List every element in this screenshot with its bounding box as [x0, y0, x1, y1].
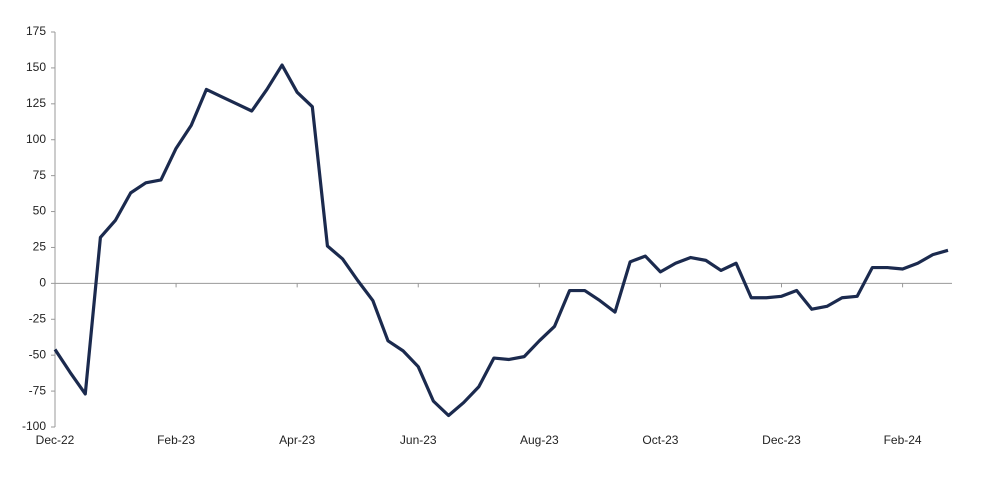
y-tick-label: 175: [26, 24, 46, 38]
y-tick-label: 100: [26, 132, 46, 146]
x-tick-label: Apr-23: [279, 433, 315, 447]
y-tick-label: -100: [22, 419, 46, 433]
y-tick-label: 50: [33, 204, 47, 218]
x-tick-label: Dec-23: [762, 433, 801, 447]
x-tick-label: Jun-23: [400, 433, 437, 447]
y-tick-label: -50: [29, 347, 47, 361]
x-tick-label: Oct-23: [642, 433, 678, 447]
y-tick-label: 125: [26, 96, 46, 110]
x-tick-label: Dec-22: [36, 433, 75, 447]
x-tick-label: Feb-23: [157, 433, 195, 447]
y-tick-label: -75: [29, 383, 47, 397]
y-tick-label: 75: [33, 168, 47, 182]
x-tick-label: Feb-24: [884, 433, 922, 447]
y-tick-label: 0: [39, 276, 46, 290]
y-tick-label: -25: [29, 311, 47, 325]
y-tick-label: 150: [26, 60, 46, 74]
line-series: [53, 63, 949, 418]
y-tick-label: 25: [33, 240, 47, 254]
x-tick-label: Aug-23: [520, 433, 559, 447]
